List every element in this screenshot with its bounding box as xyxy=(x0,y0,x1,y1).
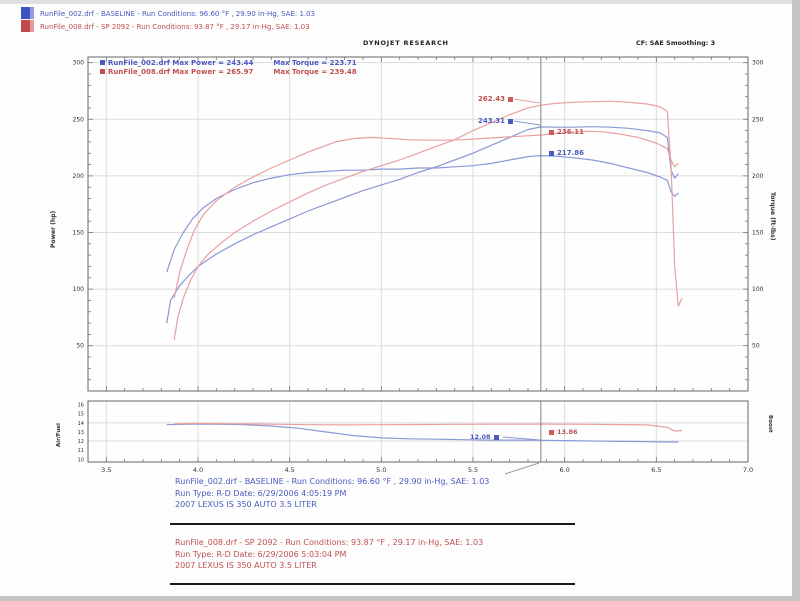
legend-run1-swatch xyxy=(100,60,105,65)
tick-label: 15 xyxy=(78,412,84,418)
tick-label: 250 xyxy=(752,116,764,123)
footer-run1-summary: RunFile_002.drf - BASELINE - Run Conditi… xyxy=(175,476,489,511)
tick-label: 12 xyxy=(78,439,84,445)
torque-axis-label: Torque (ft-lbs) xyxy=(769,192,776,241)
tick-label: 6.5 xyxy=(651,466,661,474)
page-edge-top xyxy=(0,0,800,4)
point-label-run2-power: 262.43 xyxy=(478,95,514,103)
tick-label: 13 xyxy=(78,430,84,436)
footer-cursor-leader xyxy=(504,462,540,475)
point-label-run1-afr: 12.08 xyxy=(470,433,499,441)
tick-label: 3.5 xyxy=(101,466,111,474)
run2-afr-marker xyxy=(549,429,554,435)
run2-color-chip xyxy=(21,20,34,32)
footer-run1-conditions: RunFile_002.drf - BASELINE - Run Conditi… xyxy=(175,477,490,486)
footer-run2-conditions: RunFile_008.drf - SP 2092 - Run Conditio… xyxy=(175,538,484,547)
dynojet-brand-label: DYNOJET RESEARCH xyxy=(363,39,449,47)
run2-torque-marker xyxy=(549,129,554,135)
plot-area[interactable] xyxy=(88,57,748,391)
legend-run2-swatch xyxy=(100,69,105,74)
legend-run2-torque: Max Torque = 239.48 xyxy=(273,67,357,76)
RunFile_008.drf Air/Fuel xyxy=(174,422,683,432)
tick-label: 300 xyxy=(73,60,85,67)
page-edge-bottom xyxy=(0,596,800,601)
footer-divider-1 xyxy=(170,523,575,525)
point-label-run1-torque: 217.86 xyxy=(549,149,584,157)
tick-label: 7.0 xyxy=(743,466,753,474)
tick-label: 150 xyxy=(752,229,764,236)
legend-run2-power: RunFile_008.drf Max Power = 265.97 xyxy=(108,67,254,76)
tick-label: 300 xyxy=(752,60,764,67)
tick-label: 100 xyxy=(73,286,85,293)
run1-afr-marker xyxy=(493,434,499,440)
smoothing-setting-label: CF: SAE Smoothing: 3 xyxy=(636,39,716,47)
legend-row-run1: RunFile_002.drf Max Power = 243.44 Max T… xyxy=(100,58,357,67)
footer-run1-runtype: Run Type: R-D Date: 6/29/2006 4:05:19 PM xyxy=(175,488,347,498)
boost-axis-label: Boost xyxy=(767,415,773,433)
airfuel-axis-label: Air/Fuel xyxy=(56,423,62,447)
tick-label: 14 xyxy=(78,421,84,427)
tick-label: 5.5 xyxy=(468,466,478,474)
tick-label: 250 xyxy=(73,116,85,123)
RunFile_008.drf Power (hp) xyxy=(173,100,683,341)
tick-label: 4.5 xyxy=(284,466,294,474)
tick-label: 10 xyxy=(78,457,84,463)
run2-power-marker xyxy=(508,96,514,102)
tick-label: 50 xyxy=(76,343,84,350)
footer-run2-vehicle: 2007 LEXUS IS 350 AUTO 3.5 LITER xyxy=(175,561,317,570)
tick-label: 200 xyxy=(73,173,85,180)
power-axis-label: Power (hp) xyxy=(50,210,57,248)
legend-run1-torque: Max Torque = 223.71 xyxy=(273,58,357,67)
chart-legend: RunFile_002.drf Max Power = 243.44 Max T… xyxy=(100,58,357,76)
footer-run2-runtype: Run Type: R-D Date: 6/29/2006 5:03:04 PM xyxy=(175,549,347,559)
RunFile_002.drf Power (hp) xyxy=(166,126,679,324)
tick-label: 4.0 xyxy=(193,466,203,474)
point-label-run2-afr: 13.86 xyxy=(549,428,578,436)
tick-label: 100 xyxy=(752,286,764,293)
tick-label: 50 xyxy=(752,343,760,350)
header-run2-conditions: RunFile_008.drf - SP 2092 - Run Conditio… xyxy=(40,23,310,31)
RunFile_002.drf Torque (ft-lbs) xyxy=(166,155,679,273)
RunFile_002.drf Air/Fuel xyxy=(166,423,679,443)
point-label-run2-torque: 236.11 xyxy=(549,128,584,136)
tick-label: 6.0 xyxy=(559,466,569,474)
footer-divider-2 xyxy=(170,583,575,585)
tick-label: 200 xyxy=(752,173,764,180)
header-run1-conditions: RunFile_002.drf - BASELINE - Run Conditi… xyxy=(40,10,316,18)
leader-run2-power xyxy=(513,98,541,104)
leader-run1-afr xyxy=(502,436,541,441)
run1-color-chip xyxy=(21,7,34,19)
plot-area[interactable] xyxy=(88,401,748,462)
footer-run1-vehicle: 2007 LEXUS IS 350 AUTO 3.5 LITER xyxy=(175,500,317,509)
run1-power-marker xyxy=(508,118,514,124)
page-edge-right xyxy=(792,0,800,601)
point-label-run1-power: 243.31 xyxy=(478,117,514,125)
tick-label: 5.0 xyxy=(376,466,386,474)
footer-run2-summary: RunFile_008.drf - SP 2092 - Run Conditio… xyxy=(175,537,483,572)
legend-row-run2: RunFile_008.drf Max Power = 265.97 Max T… xyxy=(100,67,357,76)
RunFile_008.drf Torque (ft-lbs) xyxy=(173,130,679,299)
run1-torque-marker xyxy=(549,150,554,156)
leader-run1-power xyxy=(513,120,541,126)
legend-run1-power: RunFile_002.drf Max Power = 243.44 xyxy=(108,58,254,67)
tick-label: 150 xyxy=(73,229,85,236)
tick-label: 16 xyxy=(78,403,84,409)
tick-label: 11 xyxy=(78,448,84,454)
